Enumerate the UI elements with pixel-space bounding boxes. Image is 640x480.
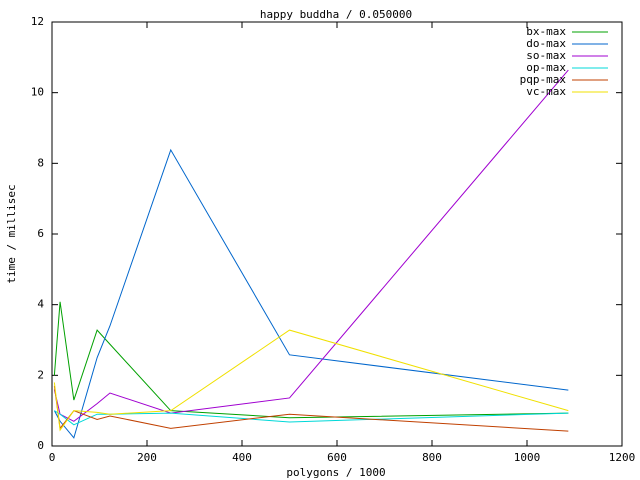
y-tick-label: 4 bbox=[37, 298, 44, 311]
legend-label: bx-max bbox=[526, 25, 566, 38]
x-tick-label: 800 bbox=[422, 451, 442, 464]
series-line bbox=[54, 410, 569, 426]
y-tick-label: 0 bbox=[37, 439, 44, 452]
x-tick-label: 1000 bbox=[514, 451, 541, 464]
legend-label: vc-max bbox=[526, 85, 566, 98]
y-axis-label: time / millisec bbox=[5, 184, 18, 283]
y-tick-label: 12 bbox=[31, 15, 44, 28]
x-tick-label: 600 bbox=[327, 451, 347, 464]
legend-label: pqp-max bbox=[520, 73, 567, 86]
series-line bbox=[53, 329, 569, 432]
chart-title: happy buddha / 0.050000 bbox=[260, 8, 412, 21]
legend-label: op-max bbox=[526, 61, 566, 74]
series-line bbox=[53, 385, 569, 432]
y-tick-label: 6 bbox=[37, 227, 44, 240]
y-tick-label: 10 bbox=[31, 86, 44, 99]
x-tick-label: 200 bbox=[137, 451, 157, 464]
x-tick-label: 0 bbox=[49, 451, 56, 464]
series-line bbox=[53, 148, 569, 439]
series-line bbox=[53, 69, 569, 422]
x-tick-label: 1200 bbox=[609, 451, 636, 464]
x-tick-label: 400 bbox=[232, 451, 252, 464]
y-tick-label: 2 bbox=[37, 368, 44, 381]
legend-label: so-max bbox=[526, 49, 566, 62]
x-axis-label: polygons / 1000 bbox=[286, 466, 385, 479]
legend-label: do-max bbox=[526, 37, 566, 50]
y-tick-label: 8 bbox=[37, 156, 44, 169]
